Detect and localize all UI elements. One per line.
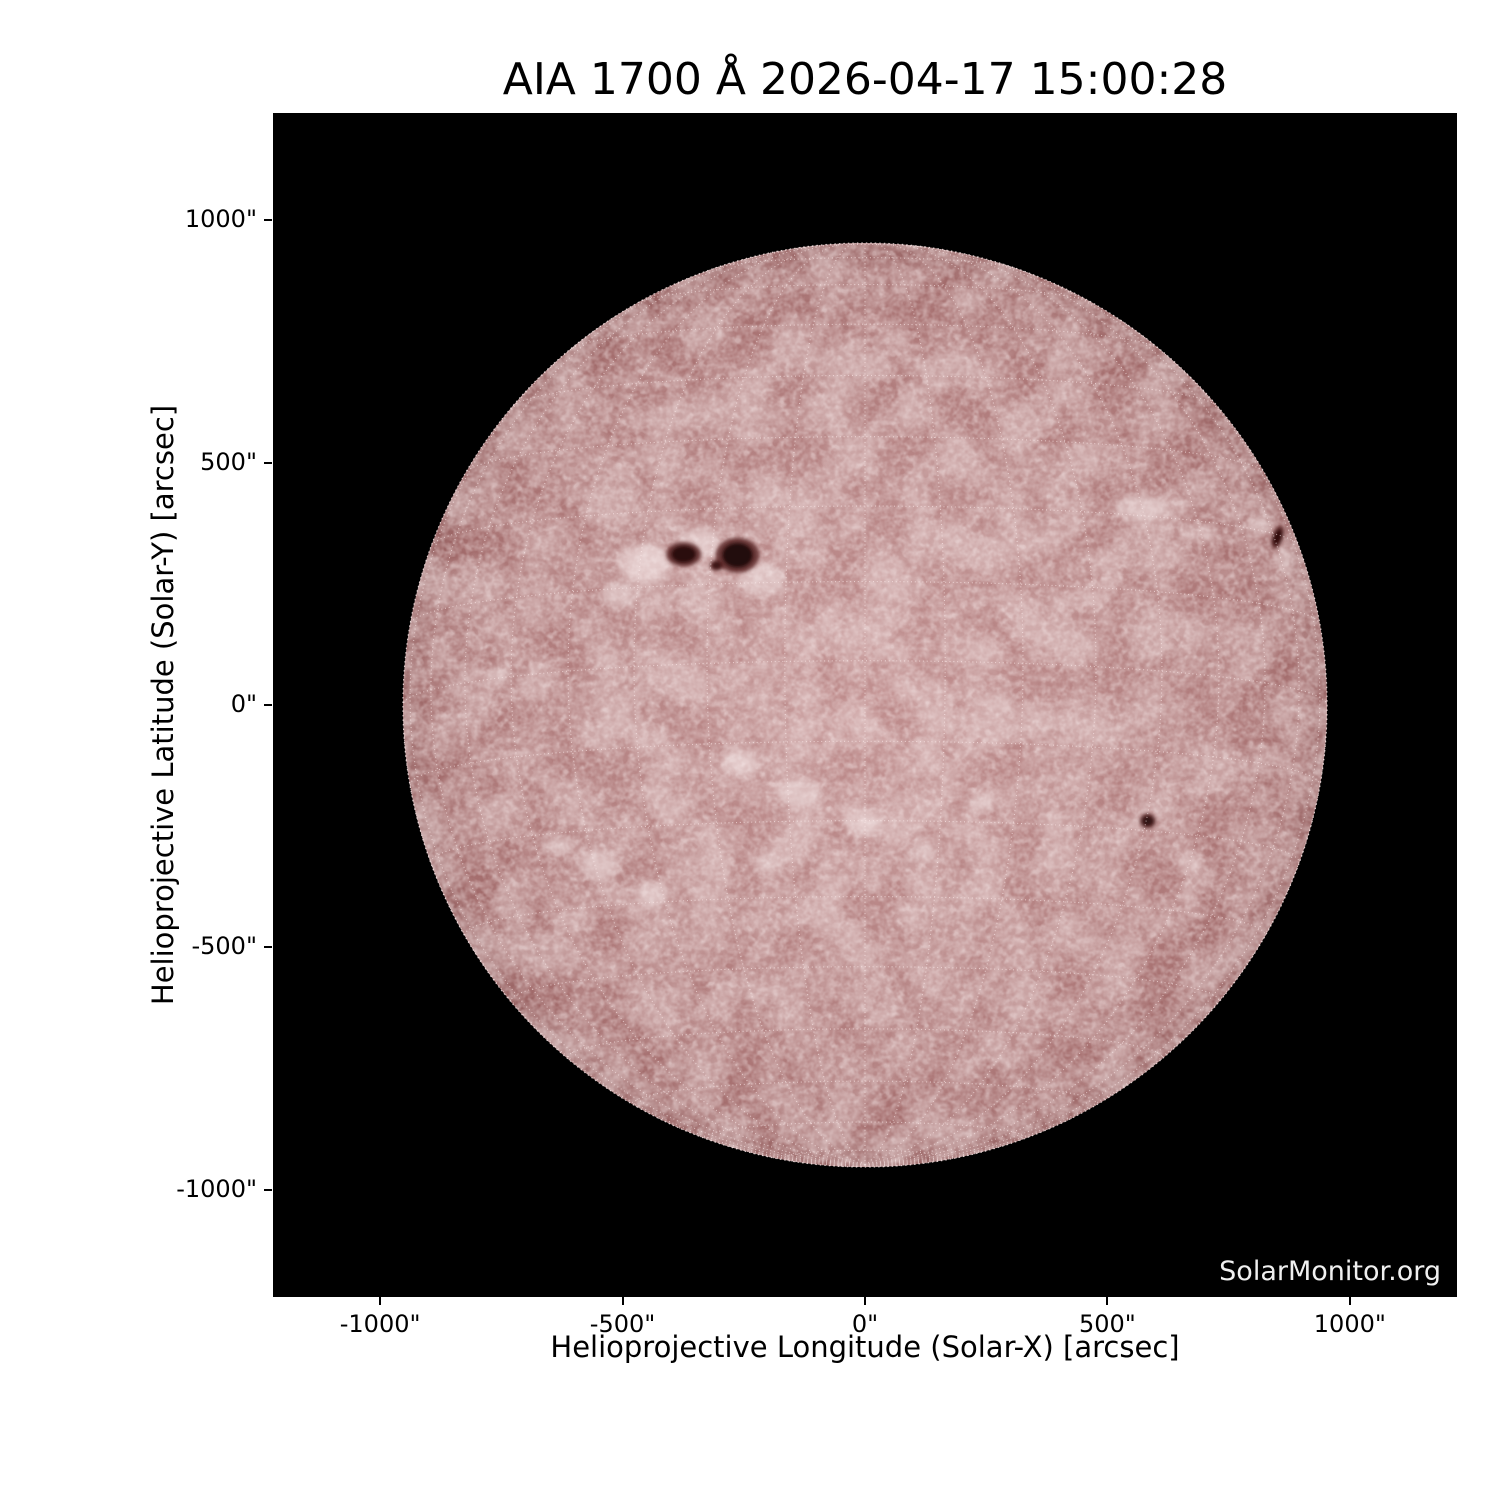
y-tick-mark [264,704,272,706]
x-axis-title: Helioprojective Longitude (Solar-X) [arc… [550,1330,1180,1364]
x-tick-label: -500" [589,1310,656,1338]
y-tick-mark [264,1188,272,1191]
solar-limb [402,242,1328,1168]
y-tick-label: 1000" [184,205,257,234]
x-tick-label: 0" [851,1310,879,1338]
x-tick-label: -1000" [339,1310,421,1338]
figure-title: AIA 1700 Å 2026-04-17 15:00:28 [502,54,1228,105]
x-tick-mark [621,1297,624,1305]
x-tick-mark [379,1297,382,1305]
x-tick-mark [864,1297,866,1305]
x-tick-label: 1000" [1313,1310,1386,1338]
y-tick-label: -500" [191,932,257,961]
solar-disk-image [273,113,1457,1297]
y-tick-label: 500" [200,447,257,476]
x-tick-label: 500" [1078,1310,1136,1338]
y-tick-mark [264,461,272,464]
sunspots [666,525,1284,829]
y-tick-mark [264,946,272,949]
plot-area: SolarMonitor.org [273,113,1457,1297]
y-tick-label: -1000" [176,1174,257,1203]
x-tick-mark [1106,1297,1109,1305]
y-tick-mark [264,219,272,222]
watermark: SolarMonitor.org [1219,1256,1441,1287]
x-tick-mark [1348,1297,1351,1305]
y-tick-label: 0" [230,690,257,718]
heliographic-grid [403,242,1327,1168]
